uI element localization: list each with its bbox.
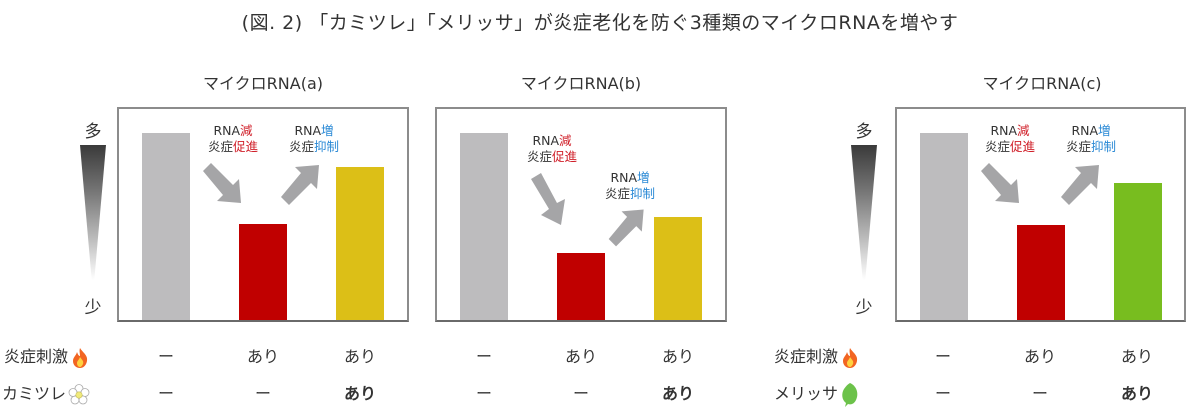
cell-treatment-b-2: ー [572, 384, 589, 403]
cell-treatment-a-3: あり [343, 384, 376, 403]
cell-treatment-c-3: あり [1120, 384, 1153, 403]
bar-control [142, 133, 190, 320]
panel-a-title: マイクロRNA(a) [202, 74, 323, 93]
annotation-decrease: RNA減 炎症促進 [207, 123, 259, 154]
bar-inflamed [239, 224, 287, 320]
bar-control [460, 133, 508, 320]
panel-b-title: マイクロRNA(b) [520, 74, 642, 93]
panel-c-title: マイクロRNA(c) [982, 74, 1102, 93]
row-label-melissa: メリッサ [770, 380, 860, 408]
scale-low-label: 少 [84, 298, 102, 318]
arrow-down-right-icon [531, 173, 565, 225]
gradient-scale-icon [80, 145, 106, 280]
chart-panel-c: RNA減 炎症促進 RNA増 炎症抑制 [895, 107, 1186, 322]
cell-stimulus-a-3: あり [343, 347, 376, 366]
scale-high-label: 多 [855, 122, 873, 142]
fire-icon [843, 347, 858, 368]
cell-treatment-c-2: ー [1031, 384, 1048, 403]
chamomile-flower-icon [68, 383, 90, 404]
cell-treatment-b-1: ー [475, 384, 492, 403]
bar-inflamed [1017, 225, 1065, 320]
bar-chamomile [336, 167, 384, 320]
bar-control [920, 133, 968, 320]
cell-stimulus-c-3: あり [1120, 347, 1153, 366]
row-label-inflammation: 炎症刺激 [770, 343, 860, 369]
fire-icon [73, 347, 88, 368]
arrow-up-right-icon [1061, 165, 1099, 205]
gradient-scale-icon [851, 145, 877, 280]
annotation-increase: RNA増 炎症抑制 [288, 123, 340, 154]
arrow-down-right-icon [981, 163, 1019, 203]
cell-stimulus-b-2: あり [564, 347, 597, 366]
chart-panel-a: RNA減 炎症促進 RNA増 炎症抑制 [117, 107, 409, 322]
cell-treatment-c-1: ー [934, 384, 951, 403]
cell-stimulus-a-1: ー [157, 347, 174, 366]
cell-treatment-b-3: あり [661, 384, 694, 403]
figure-title: (図. 2) 「カミツレ」「メリッサ」が炎症老化を防ぐ3種類のマイクロRNAを増… [241, 12, 959, 34]
cell-treatment-a-1: ー [157, 384, 174, 403]
cell-stimulus-c-1: ー [934, 347, 951, 366]
annotation-increase: RNA増 炎症抑制 [604, 170, 656, 201]
annotation-increase: RNA増 炎症抑制 [1065, 123, 1117, 154]
row-label-inflammation: 炎症刺激 [0, 343, 90, 369]
bar-inflamed [557, 253, 605, 320]
cell-stimulus-c-2: あり [1023, 347, 1056, 366]
bar-melissa [1114, 183, 1162, 320]
scale-low-label: 少 [855, 298, 873, 318]
bar-chamomile [654, 217, 702, 320]
cell-treatment-a-2: ー [254, 384, 271, 403]
cell-stimulus-a-2: あり [246, 347, 279, 366]
annotation-decrease: RNA減 炎症促進 [526, 133, 578, 164]
chart-panel-b: RNA減 炎症促進 RNA増 炎症抑制 [435, 107, 727, 322]
cell-stimulus-b-3: あり [661, 347, 694, 366]
arrow-up-right-icon [608, 209, 644, 247]
scale-high-label: 多 [84, 122, 102, 142]
melissa-leaf-icon [842, 382, 858, 407]
row-label-chamomile: カミツレ [0, 380, 90, 406]
cell-stimulus-b-1: ー [475, 347, 492, 366]
arrow-down-right-icon [203, 163, 241, 203]
arrow-up-right-icon [281, 165, 319, 205]
annotation-decrease: RNA減 炎症促進 [984, 123, 1036, 154]
